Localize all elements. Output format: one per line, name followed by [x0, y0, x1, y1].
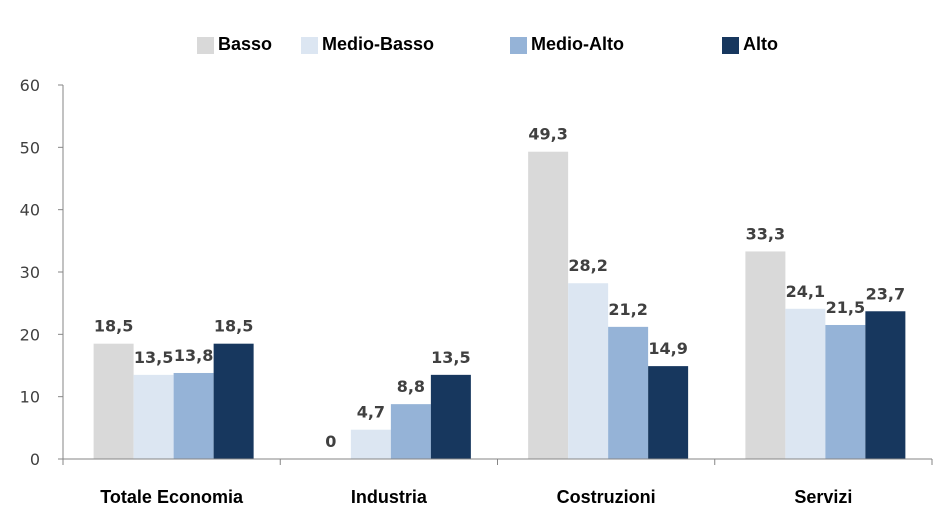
bar-value-label: 8,8 [397, 377, 425, 396]
bar-value-label: 13,8 [174, 346, 213, 365]
x-category-label: Totale Economia [100, 487, 244, 507]
y-tick-label: 60 [20, 76, 40, 95]
bar [390, 404, 431, 459]
legend-label: Medio-Alto [531, 34, 624, 54]
y-tick-label: 10 [20, 388, 40, 407]
legend-swatch [197, 37, 214, 54]
bars [93, 151, 906, 460]
bar-value-label: 14,9 [648, 339, 687, 358]
x-category-label: Industria [351, 487, 428, 507]
bar-value-label: 13,5 [431, 348, 470, 367]
legend-swatch [722, 37, 739, 54]
y-axis: 0 10 20 30 40 50 60 [20, 76, 64, 469]
y-tick-label: 50 [20, 138, 40, 157]
x-category-label: Costruzioni [557, 487, 656, 507]
bar [430, 374, 471, 459]
bar-value-label: 18,5 [94, 317, 133, 336]
bar-value-label: 33,3 [746, 224, 785, 243]
data-labels: 18,513,5 13,818,504,78,813,549,328,221,21… [94, 125, 905, 451]
legend-label: Basso [218, 34, 272, 54]
bar [568, 283, 609, 459]
legend-label: Alto [743, 34, 778, 54]
x-axis: Totale Economia Industria Costruzioni Servi… [62, 458, 933, 507]
x-category-label: Servizi [794, 487, 852, 507]
bar [648, 366, 689, 459]
bar [93, 343, 134, 459]
bar-value-label: 49,3 [528, 125, 567, 144]
bar [213, 343, 254, 459]
legend-swatch [301, 37, 318, 54]
bar-value-label: 28,2 [568, 256, 607, 275]
bar [825, 324, 866, 459]
bar [173, 372, 214, 459]
bar-value-label: 18,5 [214, 317, 253, 336]
legend-swatch [510, 37, 527, 54]
bar [745, 251, 786, 459]
bar [350, 429, 391, 459]
legend-label: Medio-Basso [322, 34, 434, 54]
y-tick-label: 30 [20, 263, 40, 282]
bar-value-label: 21,2 [608, 300, 647, 319]
bar [608, 326, 649, 459]
bar [133, 374, 174, 459]
legend: Basso Medio-Basso Medio-Alto Alto [197, 34, 778, 54]
y-tick-label: 20 [20, 325, 40, 344]
bar-value-label: 21,5 [826, 298, 865, 317]
bar [528, 151, 569, 460]
bar [865, 311, 906, 459]
bar-value-label: 4,7 [357, 403, 385, 422]
bar-value-label: 24,1 [786, 282, 825, 301]
bar-value-label: 0 [325, 432, 336, 451]
bar-value-label: 23,7 [866, 284, 905, 303]
y-tick-label: 0 [30, 450, 40, 469]
bar-value-label: 13,5 [134, 348, 173, 367]
bar [785, 308, 826, 459]
y-tick-label: 40 [20, 201, 40, 220]
